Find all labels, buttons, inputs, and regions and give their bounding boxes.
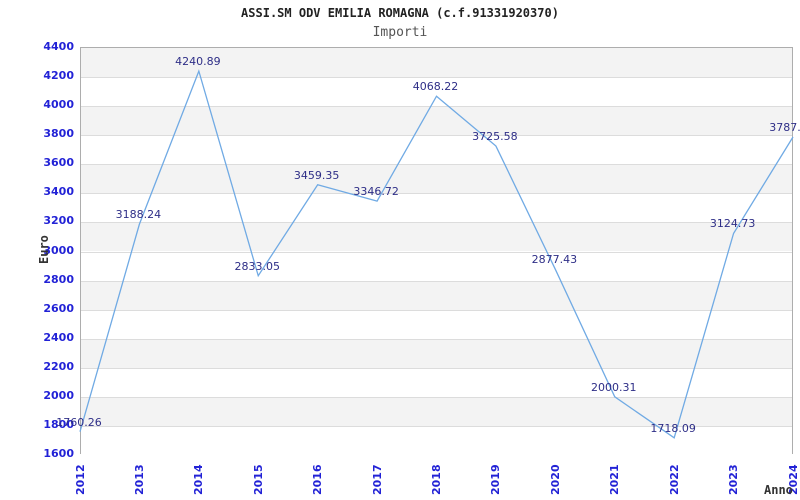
y-tick-label: 1600 — [43, 447, 74, 460]
x-tick-label: 2012 — [73, 464, 87, 495]
x-tick-label: 2019 — [489, 464, 503, 495]
y-tick-label: 3400 — [43, 185, 74, 199]
data-point-label: 1760.26 — [56, 415, 102, 429]
x-tick-label: 2022 — [667, 464, 681, 495]
y-tick-label: 3800 — [43, 127, 74, 141]
data-point-label: 2000.31 — [591, 380, 637, 394]
data-point-label: 3124.73 — [709, 217, 756, 231]
data-point-label: 4240.89 — [175, 55, 221, 69]
grid-band — [81, 425, 792, 455]
x-tick-label: 2014 — [192, 464, 206, 495]
y-axis-title: Euro — [37, 235, 51, 264]
y-tick-label: 3200 — [43, 214, 74, 228]
data-point-label: 3459.35 — [293, 168, 340, 182]
data-point-label: 2833.05 — [234, 259, 281, 273]
x-tick-label: 2021 — [608, 464, 622, 495]
grid-band — [81, 222, 792, 252]
y-tick-label: 4200 — [43, 69, 74, 83]
x-tick-label: 2013 — [132, 464, 146, 495]
grid-band — [81, 77, 792, 107]
y-tick-label: 4400 — [43, 40, 74, 53]
plot-area — [79, 47, 794, 455]
grid-band — [81, 135, 792, 165]
x-tick-label: 2015 — [251, 464, 265, 495]
x-tick-label: 2023 — [727, 464, 741, 495]
grid-band — [81, 338, 792, 368]
data-point-label: 1718.09 — [650, 421, 696, 435]
data-point-label: 4068.22 — [412, 80, 459, 94]
grid-band — [81, 106, 792, 136]
chart-subtitle: Importi — [372, 25, 428, 40]
y-tick-label: 2400 — [43, 330, 74, 344]
y-tick-label: 4000 — [43, 98, 74, 112]
y-tick-label: 2800 — [43, 272, 74, 286]
data-point-label: 2877.43 — [531, 253, 578, 267]
x-tick-label: 2020 — [548, 464, 562, 495]
x-axis-title: Anno — [764, 483, 793, 497]
grid-band — [81, 193, 792, 223]
x-tick-label: 2017 — [370, 464, 384, 495]
series-line — [79, 69, 794, 439]
grid-band — [81, 367, 792, 397]
y-tick-label: 2200 — [43, 359, 74, 373]
data-point-label: 3346.72 — [353, 185, 399, 199]
grid-band — [81, 396, 792, 426]
data-point-label: 3188.24 — [115, 208, 162, 222]
y-tick-label: 1800 — [43, 417, 74, 431]
y-tick-label: 2600 — [43, 301, 74, 315]
grid-band — [81, 280, 792, 310]
y-tick-label: 2000 — [43, 388, 74, 402]
data-point-label: 3725.58 — [472, 130, 518, 144]
chart-title: ASSI.SM ODV EMILIA ROMAGNA (c.f.91331920… — [241, 6, 559, 20]
y-tick-label: 3600 — [43, 156, 74, 170]
x-tick-label: 2016 — [311, 464, 325, 495]
data-point-label: 3787.77 — [769, 120, 800, 134]
x-tick-label: 2018 — [430, 464, 443, 495]
grid-band — [81, 251, 792, 281]
grid-band — [81, 309, 792, 339]
series-plot — [79, 69, 794, 439]
y-tick-label: 3000 — [43, 243, 74, 257]
grid-band — [81, 164, 792, 194]
